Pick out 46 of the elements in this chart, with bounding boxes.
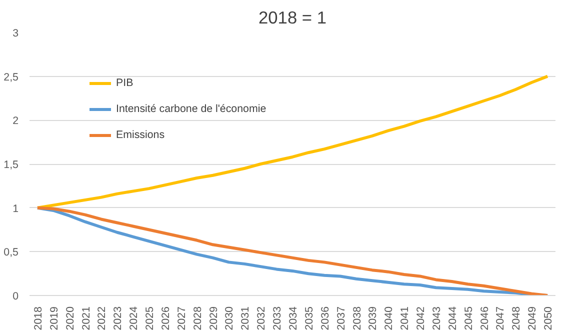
x-tick-label: 2026 — [160, 306, 172, 330]
x-tick-label: 2050 — [542, 306, 555, 330]
legend-label: Intensité carbone de l'économie — [116, 103, 266, 115]
x-tick-label: 2024 — [128, 306, 140, 330]
x-tick-label: 2030 — [224, 306, 236, 330]
x-tick-label: 2032 — [256, 306, 268, 330]
x-tick-label: 2039 — [367, 306, 380, 330]
x-tick-label: 2044 — [446, 306, 459, 330]
y-tick-label: 1 — [12, 202, 19, 215]
line-series — [36, 74, 550, 210]
x-tick-label: 2038 — [351, 306, 364, 330]
y-tick-label: 1,5 — [4, 159, 19, 171]
y-tick-label: 0,5 — [4, 246, 19, 259]
x-tick-label: 2049 — [526, 306, 539, 330]
y-tick-label: 3 — [12, 28, 19, 40]
x-tick-label: 2019 — [48, 306, 60, 330]
y-tick-label: 2 — [12, 115, 19, 128]
x-tick-label: 2021 — [80, 306, 92, 330]
legend-label: PIB — [116, 77, 134, 89]
x-tick-label: 2025 — [144, 306, 156, 330]
x-tick-label: 2037 — [335, 306, 348, 330]
x-tick-label: 2043 — [430, 306, 443, 330]
chart-title: 2018 = 1 — [258, 8, 326, 28]
y-tick-label: 0 — [12, 290, 19, 302]
x-tick-label: 2033 — [272, 306, 284, 330]
x-tick-label: 2046 — [478, 306, 491, 330]
x-tick-label: 2048 — [510, 306, 523, 330]
x-tick-label: 2036 — [319, 306, 332, 330]
line-series — [36, 206, 550, 296]
x-tick-label: 2047 — [494, 306, 507, 330]
x-tick-label: 2041 — [399, 306, 412, 330]
x-tick-label: 2035 — [303, 306, 316, 330]
x-tick-label: 2045 — [462, 306, 475, 330]
x-tick-label: 2042 — [415, 306, 428, 330]
x-tick-label: 2022 — [96, 306, 108, 330]
legend-label: Emissions — [116, 129, 165, 141]
y-tick-label: 2,5 — [4, 71, 19, 84]
x-tick-label: 2034 — [288, 306, 300, 330]
x-tick-label: 2040 — [383, 306, 396, 330]
x-tick-label: 2031 — [240, 306, 252, 330]
x-tick-label: 2028 — [192, 306, 204, 330]
x-tick-label: 2029 — [208, 306, 220, 330]
x-tick-label: 2020 — [64, 306, 76, 330]
x-tick-label: 2027 — [176, 306, 188, 330]
x-tick-label: 2023 — [112, 306, 124, 330]
x-tick-label: 2018 — [32, 306, 44, 330]
